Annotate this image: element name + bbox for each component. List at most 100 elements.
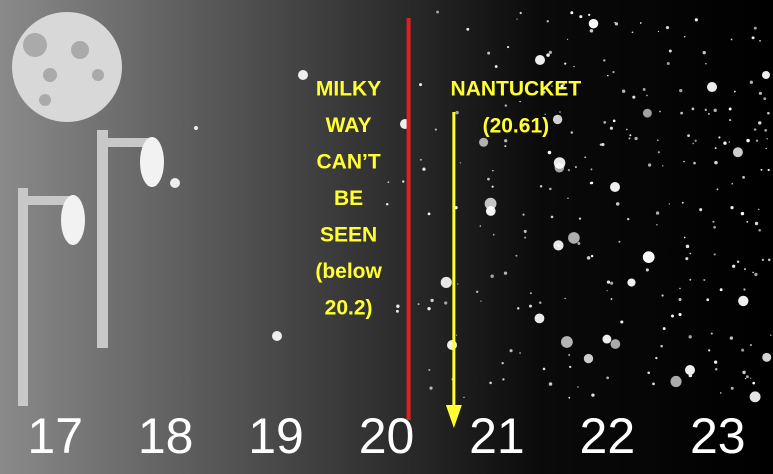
star: [660, 345, 663, 348]
star: [746, 375, 749, 378]
limit-label: (below: [315, 260, 382, 283]
star: [754, 273, 757, 276]
star: [632, 31, 634, 33]
x-tick-label: 17: [27, 408, 83, 464]
star: [730, 336, 733, 339]
star: [733, 147, 743, 157]
star: [758, 209, 760, 211]
star: [685, 365, 695, 375]
star: [667, 62, 670, 65]
star: [731, 183, 733, 185]
star: [420, 159, 422, 161]
limit-label: BE: [334, 187, 363, 210]
star: [529, 305, 532, 308]
star: [656, 224, 658, 226]
star: [720, 392, 722, 394]
star: [170, 178, 180, 188]
star: [428, 369, 430, 371]
star: [418, 303, 420, 305]
star: [670, 376, 681, 387]
limit-label: MILKY: [316, 78, 381, 101]
star: [589, 19, 599, 29]
star: [568, 232, 580, 244]
star: [561, 336, 573, 348]
star: [662, 165, 663, 166]
star: [522, 214, 524, 216]
star: [752, 272, 754, 274]
star: [573, 66, 574, 67]
star: [568, 397, 570, 399]
star: [487, 178, 490, 181]
star: [577, 386, 578, 387]
star: [565, 298, 566, 299]
star: [591, 393, 594, 396]
star: [717, 188, 719, 190]
star: [758, 229, 761, 232]
star: [505, 104, 507, 106]
star: [699, 208, 702, 211]
star: [626, 129, 628, 131]
star: [685, 257, 688, 260]
star: [680, 112, 683, 115]
star: [517, 307, 519, 309]
star: [602, 335, 611, 344]
star: [729, 108, 732, 111]
star: [495, 65, 498, 68]
star: [547, 20, 549, 22]
star: [613, 119, 616, 122]
star: [715, 368, 718, 371]
star: [684, 36, 686, 38]
star: [575, 166, 577, 168]
star: [564, 62, 566, 64]
star: [441, 277, 452, 288]
star: [549, 188, 552, 191]
star: [714, 361, 717, 364]
star: [731, 39, 733, 41]
star: [687, 134, 690, 137]
star: [658, 31, 659, 32]
star: [428, 213, 431, 216]
star: [504, 139, 507, 142]
star: [530, 292, 532, 294]
star: [683, 161, 685, 163]
star: [579, 218, 581, 220]
limit-label: WAY: [326, 114, 372, 137]
star: [737, 261, 739, 263]
star: [579, 15, 582, 18]
star: [659, 111, 661, 113]
limit-label: CAN’T: [316, 151, 380, 174]
star: [591, 182, 594, 185]
star: [658, 151, 660, 153]
star: [422, 167, 425, 170]
star: [734, 91, 736, 93]
star: [402, 180, 404, 182]
star: [692, 108, 695, 111]
star: [713, 226, 716, 229]
star: [591, 168, 593, 170]
star: [502, 378, 504, 380]
moon: [12, 12, 122, 122]
star: [455, 111, 458, 114]
star: [742, 176, 745, 179]
star: [489, 382, 492, 385]
star: [703, 51, 706, 54]
location-label: NANTUCKET: [451, 78, 582, 101]
star: [558, 244, 560, 246]
star: [693, 162, 696, 165]
star: [480, 300, 481, 301]
star: [643, 88, 646, 91]
star: [666, 26, 669, 29]
star: [718, 136, 720, 138]
star: [652, 383, 655, 386]
star: [758, 121, 761, 124]
star: [600, 143, 602, 145]
star: [768, 169, 770, 171]
star: [762, 353, 771, 362]
star: [610, 127, 613, 130]
x-tick-label: 18: [138, 408, 194, 464]
star: [567, 198, 568, 199]
star: [679, 288, 680, 289]
star: [720, 288, 723, 291]
star: [647, 371, 650, 374]
star: [764, 129, 767, 132]
